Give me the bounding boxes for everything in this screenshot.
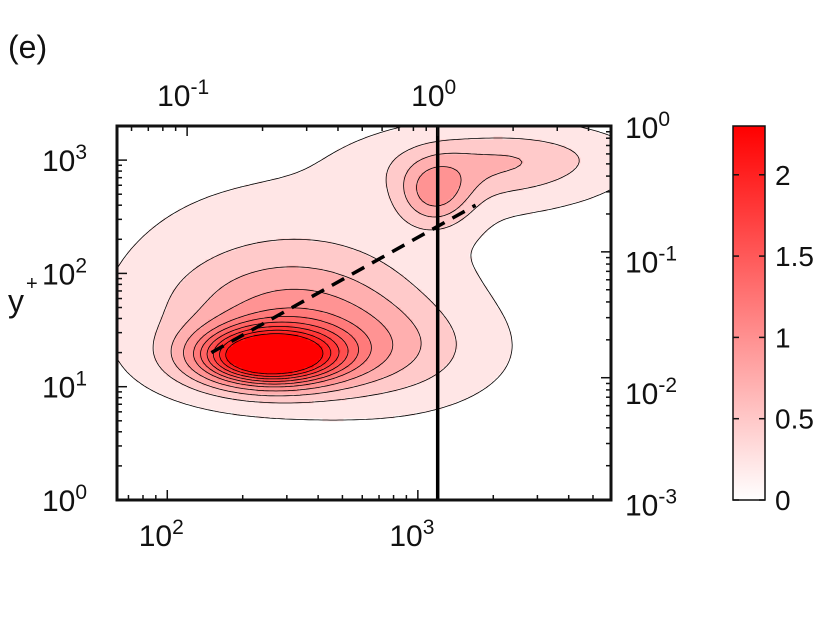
top-tick-label: 10-1 bbox=[157, 76, 209, 113]
contour-line-2 bbox=[152, 137, 580, 404]
contour-band-2 bbox=[154, 136, 581, 404]
contour-fill-layer bbox=[117, 126, 611, 422]
colorbar-tick-label: 1 bbox=[775, 322, 791, 353]
y-tick-label: 103 bbox=[42, 141, 87, 178]
contour-band-3 bbox=[172, 154, 524, 395]
y-tick-label: 101 bbox=[42, 368, 87, 405]
contour-band-1 bbox=[117, 126, 611, 422]
contour-line-6 bbox=[200, 316, 359, 385]
right-tick-label: 100 bbox=[625, 108, 670, 145]
x-tick-label: 102 bbox=[139, 516, 184, 553]
contour-band-4 bbox=[184, 166, 461, 392]
contour-line-3 bbox=[170, 152, 523, 397]
y-axis-label: y + bbox=[8, 273, 38, 319]
y-axis-label-base: y bbox=[8, 283, 24, 319]
right-tick-label: 10-1 bbox=[625, 242, 677, 279]
right-tick-label: 10-2 bbox=[625, 374, 677, 411]
colorbar-tick-label: 2 bbox=[775, 160, 791, 191]
plot-frame bbox=[115, 124, 613, 502]
contour-line-5 bbox=[193, 307, 372, 388]
contour-line-9 bbox=[219, 329, 332, 377]
colorbar-tick-label: 0.5 bbox=[775, 404, 814, 435]
right-tick-label: 10-3 bbox=[625, 486, 677, 523]
colorbar-tick-label: 1.5 bbox=[775, 241, 814, 272]
contour-band-10 bbox=[226, 334, 323, 374]
tick-marks bbox=[117, 125, 611, 501]
contour-line-1 bbox=[117, 126, 611, 421]
colorbar bbox=[732, 125, 766, 501]
contour-line-8 bbox=[212, 326, 340, 380]
top-tick-label: 100 bbox=[411, 76, 456, 113]
y-axis-label-sup: + bbox=[26, 273, 38, 295]
y-tick-label: 102 bbox=[42, 254, 87, 291]
dashed-trend-line bbox=[210, 203, 477, 355]
x-tick-label: 103 bbox=[389, 516, 434, 553]
y-tick-label: 100 bbox=[42, 481, 87, 518]
contour-lines bbox=[117, 126, 611, 421]
colorbar-tick-label: 0 bbox=[775, 485, 791, 516]
panel-label: (e) bbox=[8, 29, 47, 65]
contour-line-10 bbox=[225, 333, 324, 375]
tick-labels: 102 103 100 101 102 103 10-1 100 100 10-1 10-2 10-3 bbox=[42, 76, 677, 553]
contour-line-4 bbox=[183, 166, 462, 392]
colorbar-ticks: 0 0.5 1 1.5 2 bbox=[733, 160, 814, 516]
